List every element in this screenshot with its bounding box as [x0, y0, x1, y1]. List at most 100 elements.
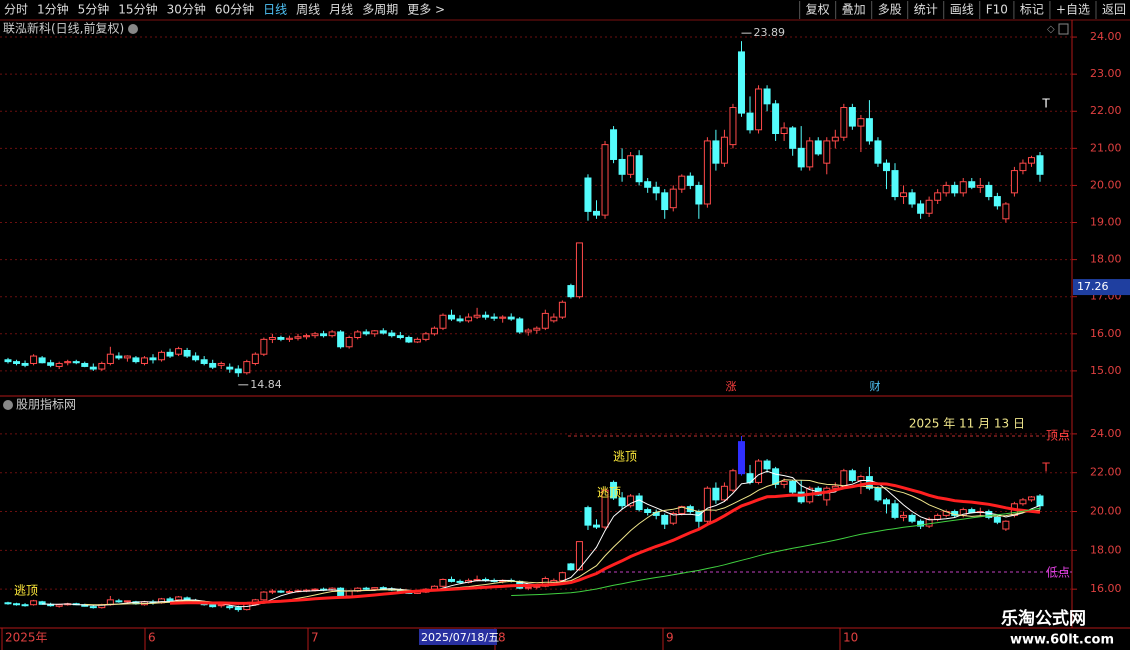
candle-body	[268, 337, 276, 340]
candle-body	[140, 357, 148, 364]
cursor-date-box	[419, 629, 497, 645]
candle-body	[814, 140, 822, 155]
candle-body	[337, 331, 345, 348]
candle-body	[106, 353, 114, 364]
toolbar-button[interactable]: +自选	[1056, 3, 1090, 17]
toolbar-tab[interactable]: 5分钟	[78, 2, 110, 17]
indicator-candle-body	[882, 499, 890, 505]
toolbar-button[interactable]: 返回	[1102, 3, 1126, 17]
candle-body	[192, 355, 200, 361]
indicator-candle-body	[371, 587, 379, 590]
indicator-candle-body	[21, 604, 29, 607]
indicator-candle-body	[226, 606, 234, 609]
dropdown-icon[interactable]	[128, 24, 138, 34]
toolbar-button[interactable]: 叠加	[842, 3, 866, 17]
toolbar-button[interactable]: 统计	[914, 3, 938, 17]
toolbar-tab[interactable]: 60分钟	[215, 2, 254, 17]
indicator-candle-body	[712, 487, 720, 501]
indicator-candle-body	[669, 512, 677, 524]
candle-body	[413, 338, 421, 343]
indicator-candle-body	[209, 604, 217, 608]
x-tick-label: 10	[843, 631, 858, 645]
toolbar-tab[interactable]: 更多 >	[407, 3, 445, 17]
indicator-candle-body	[755, 460, 763, 483]
toolbar-tab[interactable]: 日线	[263, 3, 287, 17]
indicator-candle-body	[285, 591, 293, 594]
toolbar-tab[interactable]: 1分钟	[37, 2, 69, 17]
indicator-candle-body	[337, 587, 345, 597]
event-marker: 涨	[726, 380, 737, 393]
signal-label: 逃顶	[14, 584, 38, 598]
candle-body	[320, 333, 328, 337]
candle-body	[507, 316, 515, 320]
candle-body	[737, 51, 745, 114]
candle-body	[652, 186, 660, 194]
candle-body	[448, 314, 456, 320]
candle-body	[465, 316, 473, 322]
toolbar-button[interactable]: 画线	[950, 3, 974, 17]
candle-body	[1019, 162, 1027, 172]
candle-body	[209, 362, 217, 368]
toolbar-tab[interactable]: 分时	[4, 3, 28, 17]
candle-body	[985, 184, 993, 198]
toolbar-button[interactable]: 复权	[806, 3, 830, 17]
toolbar-button[interactable]: F10	[986, 3, 1008, 17]
moving-average	[511, 507, 1041, 596]
candle-body	[89, 366, 97, 370]
candle-body	[695, 184, 703, 205]
candle-body	[4, 359, 12, 363]
candle-body	[166, 351, 174, 357]
indicator-candle-body	[1027, 496, 1035, 501]
x-tick-label: 8	[498, 631, 506, 645]
indicator-candle-body	[439, 578, 447, 587]
indicator-candle-body	[925, 518, 933, 527]
indicator-candle-body	[1036, 495, 1044, 507]
toolbar-tab[interactable]: 月线	[329, 3, 353, 17]
indicator-candle-body	[891, 503, 899, 518]
candle-body	[618, 158, 626, 175]
candle-body	[601, 144, 609, 216]
dropdown-icon[interactable]	[3, 400, 13, 410]
candle-body	[234, 368, 242, 374]
candle-body	[499, 316, 507, 319]
toolbar-tab[interactable]: 周线	[296, 3, 320, 17]
candle-body	[251, 353, 259, 364]
indicator-candle-body	[729, 470, 737, 491]
candle-body	[797, 147, 805, 168]
x-tick-label: 7	[311, 631, 319, 645]
event-marker: 财	[870, 379, 881, 393]
candle-body	[874, 140, 882, 164]
indicator-candle-body	[720, 485, 728, 501]
toolbar-tab[interactable]: 15分钟	[118, 2, 157, 17]
candle-body	[900, 192, 908, 198]
indicator-candle-body	[993, 516, 1001, 523]
candle-body	[968, 181, 976, 188]
toolbar-button[interactable]: 多股	[878, 3, 902, 17]
candle-body	[30, 355, 38, 364]
indicator-candle-body	[592, 524, 600, 528]
indicator-candle-body	[1019, 499, 1027, 505]
candle-body	[439, 314, 447, 329]
indicator-candle-body	[917, 520, 925, 527]
indicator-candle-body	[678, 506, 686, 514]
candle-body	[712, 140, 720, 164]
toolbar-tab[interactable]: 30分钟	[167, 2, 206, 17]
candle-body	[183, 349, 191, 357]
scroll-icon[interactable]	[1058, 23, 1069, 35]
y-tick-label: 16.00	[1090, 327, 1122, 340]
candle-body	[38, 357, 46, 364]
indicator-candle-body	[627, 495, 635, 507]
candle-body	[277, 337, 285, 340]
candle-body	[422, 333, 430, 340]
candle-body	[1027, 157, 1035, 164]
toolbar-button[interactable]: 标记	[1020, 3, 1044, 17]
indicator-candle-body	[737, 441, 745, 475]
y-tick-label: 16.00	[1090, 582, 1122, 595]
indicator-candle-body	[610, 481, 618, 499]
indicator-candle-body	[362, 587, 370, 590]
y-tick-label: 22.00	[1090, 104, 1122, 117]
candle-body	[303, 335, 311, 338]
toolbar-tab[interactable]: 多周期	[362, 3, 398, 17]
candle-body	[285, 337, 293, 340]
